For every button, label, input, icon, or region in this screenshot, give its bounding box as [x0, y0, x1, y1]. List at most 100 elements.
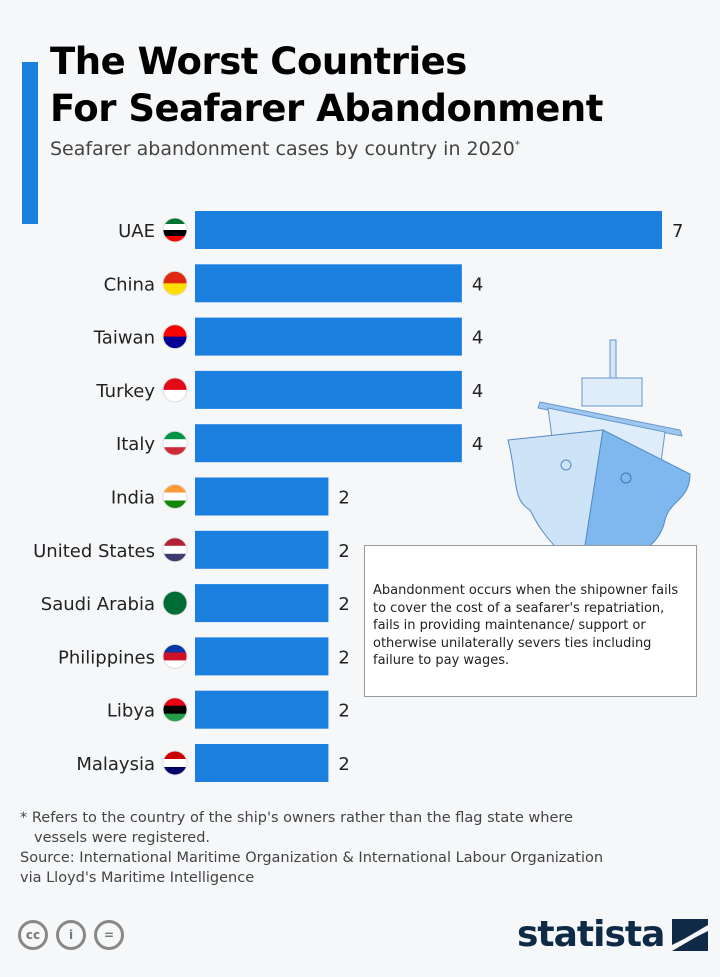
title-line-1: The Worst Countries	[50, 40, 467, 83]
flag-icon	[162, 217, 188, 243]
flag-stripe	[163, 767, 187, 775]
flag-stripe	[163, 230, 187, 237]
cc-icon[interactable]: cc	[18, 920, 48, 950]
flag-stripe	[163, 705, 187, 715]
flag-stripes	[163, 271, 187, 296]
bar	[195, 690, 329, 729]
flag-stripe	[163, 224, 187, 231]
flag-stripe	[163, 389, 187, 402]
bar	[195, 264, 462, 303]
flag-stripe	[163, 553, 187, 562]
flag-stripe	[163, 236, 187, 242]
flag-stripes	[163, 751, 187, 775]
flag-stripe	[163, 644, 187, 653]
value-label: 4	[472, 434, 483, 455]
flag-stripe	[163, 283, 187, 296]
subtitle-mark: *	[514, 139, 520, 151]
footer-notes: * Refers to the country of the ship's ow…	[20, 808, 700, 888]
flag-stripe	[163, 759, 187, 768]
flag-stripe	[163, 591, 187, 616]
value-label: 4	[472, 274, 483, 295]
bar	[195, 370, 462, 409]
flag-border	[162, 217, 188, 243]
no-derivatives-icon[interactable]: =	[94, 920, 124, 950]
flag-border	[162, 324, 188, 350]
footnote-line-1: * Refers to the country of the ship's ow…	[20, 810, 573, 826]
flag-stripe	[163, 660, 187, 669]
flag-icon	[162, 697, 188, 723]
flag-icon	[162, 484, 188, 509]
category-label: Turkey	[95, 381, 155, 402]
flag-stripe	[163, 439, 187, 448]
flag-stripes	[163, 697, 187, 722]
flag-stripe	[163, 484, 187, 493]
flag-border	[162, 590, 188, 616]
flag-stripe	[163, 377, 187, 391]
flag-stripe	[163, 652, 187, 661]
flag-icon	[162, 750, 188, 776]
flag-border	[162, 430, 188, 456]
bar-chart: UAE 7 China 4 Taiwan 4 Turkey 4 Italy 4 India 2 Unit…	[33, 211, 691, 782]
statista-logo-icon	[672, 918, 709, 951]
definition-note: Abandonment occurs when the shipowner fa…	[364, 545, 697, 697]
flag-stripe	[163, 336, 187, 349]
bar	[195, 477, 329, 516]
flag-border	[162, 270, 188, 296]
value-label: 4	[472, 381, 483, 402]
note-text: Abandonment occurs when the shipowner fa…	[373, 583, 679, 668]
flag-icon	[162, 270, 188, 296]
flag-stripes	[163, 484, 187, 509]
category-label: Malaysia	[76, 754, 155, 775]
category-label: Libya	[107, 701, 155, 722]
value-label: 2	[338, 701, 349, 722]
flag-stripe	[163, 431, 187, 440]
flag-stripe	[163, 697, 187, 707]
flag-icon	[162, 377, 188, 403]
flag-border	[162, 377, 188, 403]
bar	[195, 637, 329, 676]
value-label: 7	[672, 221, 683, 242]
bar	[195, 530, 329, 569]
ship-illustration	[507, 339, 691, 566]
footnote-line-2: vessels were registered.	[34, 830, 211, 846]
flag-stripe	[163, 271, 187, 284]
source-line-2: via Lloyd's Maritime Intelligence	[20, 870, 255, 886]
flag-icon	[162, 430, 188, 456]
flag-stripe	[163, 545, 187, 555]
flag-stripes	[163, 218, 187, 242]
flag-stripe	[163, 713, 187, 722]
category-label: Taiwan	[93, 328, 155, 349]
statista-logo[interactable]: statista	[517, 914, 709, 955]
value-label: 2	[338, 754, 349, 775]
page-title: The Worst Countries For Seafarer Abandon…	[50, 38, 603, 132]
flag-stripe	[163, 500, 187, 509]
title-line-2: For Seafarer Abandonment	[50, 87, 603, 130]
category-label: Saudi Arabia	[41, 594, 155, 615]
bar	[195, 317, 462, 356]
flag-stripes	[163, 537, 187, 562]
flag-border	[162, 750, 188, 776]
attribution-icon[interactable]: i	[56, 920, 86, 950]
flag-border	[162, 537, 188, 563]
flag-stripes	[163, 644, 187, 669]
flag-stripe	[163, 537, 187, 547]
flag-stripes	[163, 591, 187, 616]
value-label: 2	[338, 594, 349, 615]
value-label: 2	[338, 488, 349, 509]
bar	[195, 584, 329, 623]
category-label: India	[111, 488, 155, 509]
subtitle-text: Seafarer abandonment cases by country in…	[50, 138, 515, 160]
subtitle: Seafarer abandonment cases by country in…	[50, 138, 520, 160]
license-icons[interactable]: cc i =	[18, 920, 124, 950]
title-accent-bar	[22, 62, 38, 224]
bar	[195, 744, 329, 782]
category-label: China	[104, 274, 155, 295]
flag-border	[162, 484, 188, 509]
flag-stripes	[163, 324, 187, 349]
flag-stripe	[163, 751, 187, 760]
flag-icon	[162, 643, 188, 669]
flag-stripe	[163, 324, 187, 338]
category-label: UAE	[118, 221, 155, 242]
flag-icon	[162, 324, 188, 350]
flag-stripe	[163, 492, 187, 501]
